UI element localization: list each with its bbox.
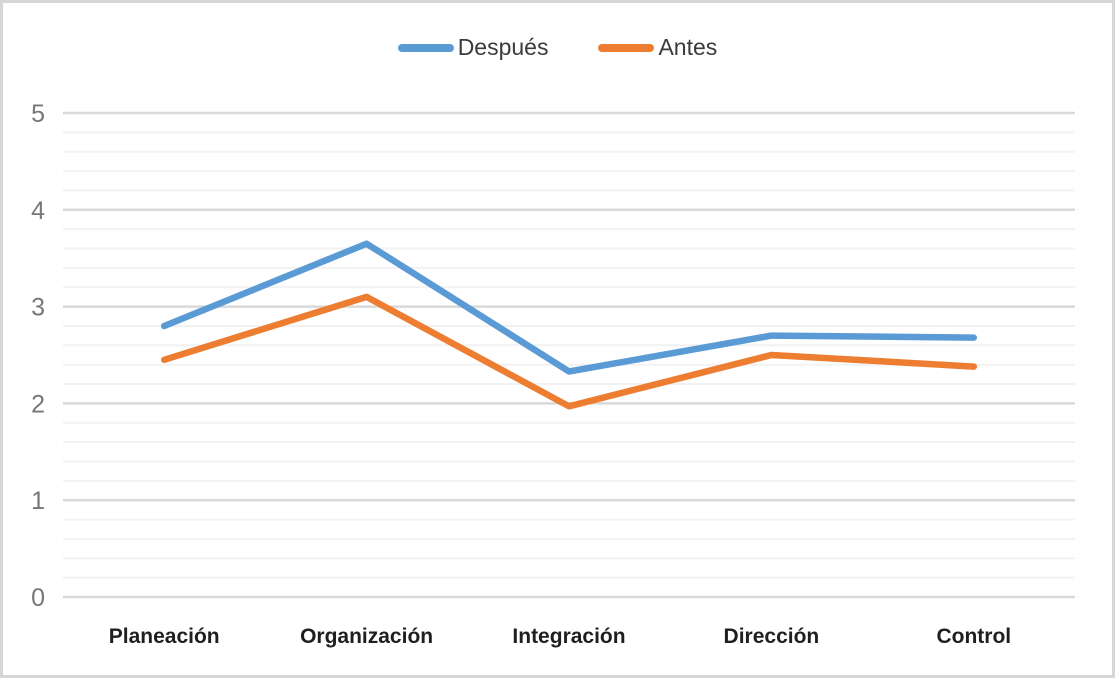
y-axis-tick-label: 2: [31, 390, 45, 418]
x-axis-category-label-organizacion: Organización: [300, 625, 433, 648]
legend-line-swatch-despues: [397, 43, 454, 52]
series-line-despues: [160, 240, 978, 375]
x-axis-category-label-control: Control: [936, 625, 1011, 648]
y-axis-tick-label: 0: [31, 584, 45, 612]
y-axis-tick-label: 1: [31, 487, 45, 515]
y-axis-tick-label: 5: [31, 100, 45, 128]
y-axis-tick-label: 4: [31, 197, 45, 225]
x-axis-category-label-planeacion: Planeación: [109, 625, 220, 648]
legend-item-despues: Después: [397, 34, 549, 60]
line-chart-plot: 0 1 2 3 4 5 Planeación Organización Integración D…: [31, 100, 1075, 648]
legend-item-antes: Antes: [598, 36, 717, 59]
y-axis-tick-label: 3: [31, 294, 45, 322]
legend-label-antes: Antes: [658, 34, 718, 60]
chart-legend: Después Antes: [3, 36, 1112, 59]
x-axis-category-label-integracion: Integración: [512, 625, 625, 648]
x-axis-category-label-direccion: Dirección: [724, 625, 820, 648]
legend-line-swatch-antes: [598, 43, 655, 52]
series-line-antes: [160, 293, 978, 410]
legend-label-despues: Después: [457, 34, 549, 60]
